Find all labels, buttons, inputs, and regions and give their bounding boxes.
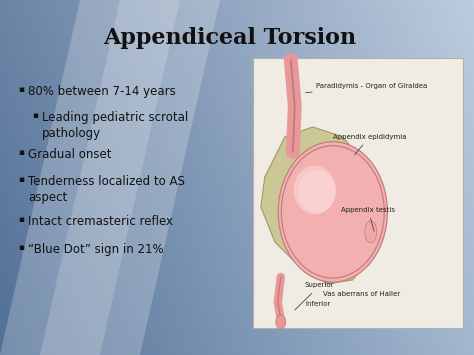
FancyBboxPatch shape xyxy=(253,58,463,328)
Text: Appendix testis: Appendix testis xyxy=(341,207,395,231)
Ellipse shape xyxy=(298,170,336,213)
Polygon shape xyxy=(0,0,220,355)
Polygon shape xyxy=(261,127,381,284)
Ellipse shape xyxy=(294,165,336,214)
Ellipse shape xyxy=(365,221,377,243)
Text: ▪: ▪ xyxy=(18,85,24,94)
Text: Superior: Superior xyxy=(295,283,335,310)
Ellipse shape xyxy=(278,142,387,282)
Text: Inferior: Inferior xyxy=(305,300,330,306)
Text: Paradidymis - Organ of Giraldea: Paradidymis - Organ of Giraldea xyxy=(306,83,427,93)
Text: Tenderness localized to AS
aspect: Tenderness localized to AS aspect xyxy=(28,175,185,203)
Text: ▪: ▪ xyxy=(32,111,38,120)
Polygon shape xyxy=(40,0,180,355)
Ellipse shape xyxy=(282,146,384,278)
Text: Vas aberrans of Haller: Vas aberrans of Haller xyxy=(323,291,400,297)
Text: Gradual onset: Gradual onset xyxy=(28,148,111,161)
Text: ▪: ▪ xyxy=(18,243,24,252)
Text: Appendiceal Torsion: Appendiceal Torsion xyxy=(103,27,356,49)
Text: Leading pediatric scrotal
pathology: Leading pediatric scrotal pathology xyxy=(42,111,188,140)
Ellipse shape xyxy=(276,315,286,329)
Text: ▪: ▪ xyxy=(18,175,24,184)
Text: ▪: ▪ xyxy=(18,148,24,157)
Text: 80% between 7-14 years: 80% between 7-14 years xyxy=(28,85,176,98)
Text: Intact cremasteric reflex: Intact cremasteric reflex xyxy=(28,215,173,228)
Text: “Blue Dot” sign in 21%: “Blue Dot” sign in 21% xyxy=(28,243,164,256)
Text: ▪: ▪ xyxy=(18,215,24,224)
Text: Appendix epididymia: Appendix epididymia xyxy=(333,134,406,155)
